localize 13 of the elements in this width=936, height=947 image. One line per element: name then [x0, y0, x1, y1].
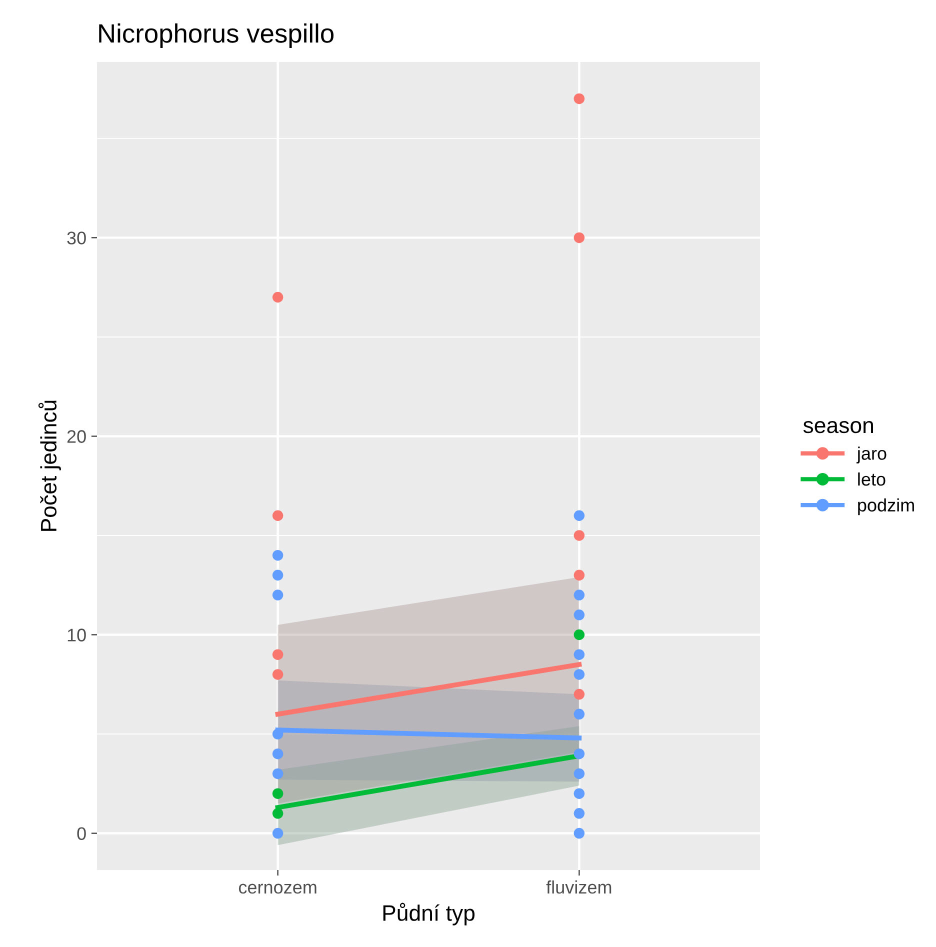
chart-title: Nicrophorus vespillo: [99, 23, 334, 48]
legend-label: leto: [858, 472, 886, 486]
legend-title: season: [803, 421, 873, 434]
x-tick-label: fluvizem: [546, 880, 612, 894]
legend-label: podzim: [858, 498, 914, 516]
x-axis-title: Půdní typ: [383, 902, 475, 926]
y-tick-label: 30: [67, 232, 86, 244]
x-tick-label: cernozem: [238, 884, 316, 894]
y-tick-label: 0: [77, 827, 86, 840]
y-axis-title: Počet jedinců: [38, 400, 61, 531]
y-tick-label: 20: [67, 430, 86, 443]
legend-label: jaro: [856, 446, 886, 464]
y-tick-label: 10: [68, 628, 86, 642]
